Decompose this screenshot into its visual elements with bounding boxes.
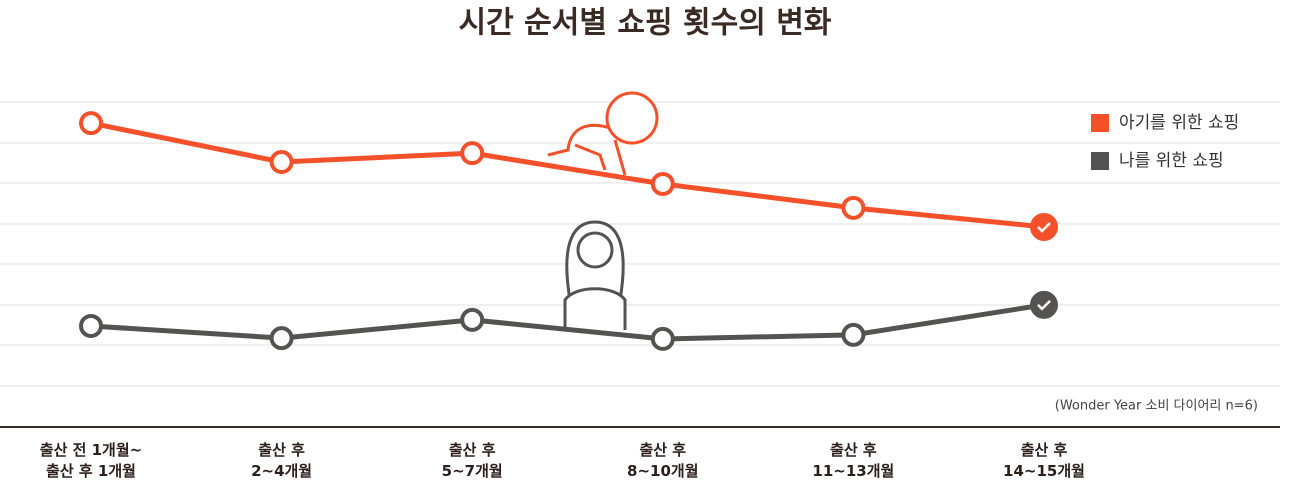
line xyxy=(90,120,1045,230)
check-icon xyxy=(1037,299,1051,311)
baby-icon xyxy=(547,91,659,176)
point xyxy=(460,141,485,166)
x-tick-label: 출산 후 11~13개월 xyxy=(812,441,895,480)
point xyxy=(650,326,675,351)
point xyxy=(841,195,866,220)
legend-swatch xyxy=(1091,114,1109,132)
chart-title: 시간 순서별 쇼핑 횟수의 변화 xyxy=(459,6,832,41)
point xyxy=(79,111,103,136)
point xyxy=(269,150,294,175)
woman-icon xyxy=(563,220,627,330)
source-note: (Wonder Year 소비 다이어리 n=6) xyxy=(1055,399,1258,414)
point xyxy=(269,326,294,351)
line xyxy=(90,302,1045,342)
legend-label: 나를 위한 쇼핑 xyxy=(1119,151,1224,171)
x-tick-label: 출산 후 5~7개월 xyxy=(441,441,503,480)
point xyxy=(1030,212,1058,241)
x-tick-label: 출산 전 1개월~ 출산 후 1개월 xyxy=(39,441,143,480)
point xyxy=(79,313,103,338)
x-tick-label: 출산 후 2~4개월 xyxy=(251,441,313,480)
grid xyxy=(0,101,1280,387)
legend-swatch xyxy=(1091,152,1109,170)
x-tick-label: 출산 후 8~10개월 xyxy=(627,441,699,480)
point xyxy=(460,307,485,332)
x-tick-label: 출산 후 14~15개월 xyxy=(1003,441,1085,480)
check-icon xyxy=(1037,222,1051,233)
point xyxy=(841,322,866,347)
point xyxy=(650,171,675,196)
legend-label: 아기를 위한 쇼핑 xyxy=(1119,113,1239,133)
point xyxy=(1030,290,1058,319)
